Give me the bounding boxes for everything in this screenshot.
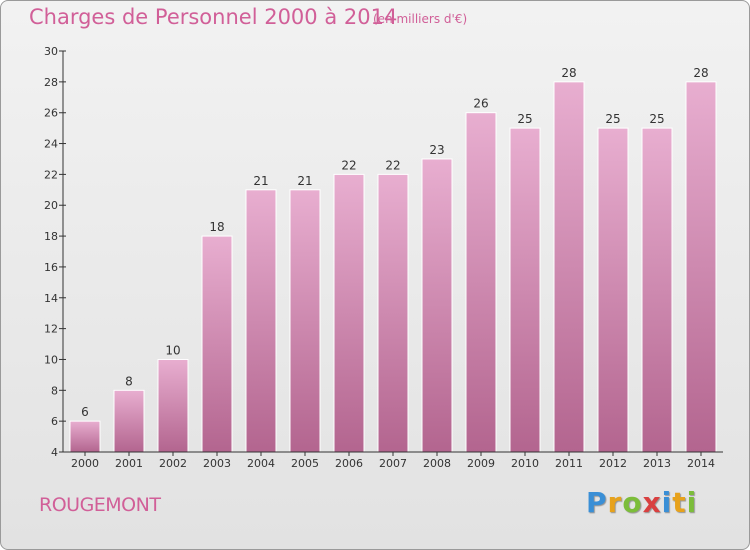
y-tick-label-6: 6 xyxy=(51,415,58,428)
logo-letter: i xyxy=(686,486,698,519)
x-tick-label-2005: 2005 xyxy=(291,457,319,470)
bar-2005 xyxy=(289,189,321,453)
chart-subtitle: (en milliers d'€) xyxy=(373,12,468,26)
logo-letter: x xyxy=(642,486,662,519)
y-tick-label-24: 24 xyxy=(44,138,58,151)
data-label-2011: 28 xyxy=(561,66,576,80)
data-label-2000: 6 xyxy=(81,405,89,419)
data-label-2007: 22 xyxy=(385,158,400,172)
bar-2012 xyxy=(597,127,629,453)
proxiti-logo: Proxiti xyxy=(586,486,697,519)
data-label-2013: 25 xyxy=(649,112,664,126)
data-label-2006: 22 xyxy=(341,158,356,172)
y-tick-label-22: 22 xyxy=(44,168,58,181)
data-label-2010: 25 xyxy=(517,112,532,126)
bar-2002 xyxy=(157,358,189,453)
x-tick-label-2007: 2007 xyxy=(379,457,407,470)
bar-2004 xyxy=(245,189,277,453)
x-tick-label-2011: 2011 xyxy=(555,457,583,470)
logo-letter: i xyxy=(661,486,673,519)
y-tick-label-14: 14 xyxy=(44,292,58,305)
bar-2001 xyxy=(113,389,145,453)
x-tick-label-2014: 2014 xyxy=(687,457,715,470)
data-label-2014: 28 xyxy=(693,66,708,80)
x-tick-label-2001: 2001 xyxy=(115,457,143,470)
x-tick-label-2009: 2009 xyxy=(467,457,495,470)
data-label-2002: 10 xyxy=(165,343,180,357)
y-tick-label-12: 12 xyxy=(44,323,58,336)
x-tick-label-2006: 2006 xyxy=(335,457,363,470)
x-tick-label-2003: 2003 xyxy=(203,457,231,470)
bar-2006 xyxy=(333,173,365,453)
bar-2007 xyxy=(377,173,409,453)
bar-2014 xyxy=(685,81,717,453)
x-tick-label-2002: 2002 xyxy=(159,457,187,470)
bar-2010 xyxy=(509,127,541,453)
y-tick-label-16: 16 xyxy=(44,261,58,274)
data-label-2004: 21 xyxy=(253,174,268,188)
x-tick-label-2004: 2004 xyxy=(247,457,275,470)
chart-title: Charges de Personnel 2000 à 2014 xyxy=(29,5,398,29)
axis-layer: 2000 2001 2002 2003 2004 2005 2006 2007 2008 2009… xyxy=(44,45,723,470)
y-tick-label-26: 26 xyxy=(44,107,58,120)
bar-2008 xyxy=(421,158,453,453)
data-label-2003: 18 xyxy=(209,220,224,234)
logo-letter: r xyxy=(607,486,623,519)
logo-letter: t xyxy=(672,486,687,519)
data-label-2012: 25 xyxy=(605,112,620,126)
y-tick-label-18: 18 xyxy=(44,230,58,243)
logo-letter: P xyxy=(586,486,608,519)
data-label-2001: 8 xyxy=(125,374,133,388)
y-tick-label-8: 8 xyxy=(51,384,58,397)
bar-2013 xyxy=(641,127,673,453)
commune-name: ROUGEMONT xyxy=(39,494,161,516)
x-tick-label-2013: 2013 xyxy=(643,457,671,470)
y-tick-label-4: 4 xyxy=(51,446,58,459)
y-tick-label-28: 28 xyxy=(44,76,58,89)
y-tick-label-30: 30 xyxy=(44,45,58,58)
y-tick-label-10: 10 xyxy=(44,353,58,366)
bar-2000 xyxy=(69,420,101,453)
y-tick-label-20: 20 xyxy=(44,199,58,212)
bars-layer: 6 8 10 18 21 21 22 22 23 26 25 28 25 25 28 xyxy=(69,66,717,453)
bar-2009 xyxy=(465,112,497,453)
data-label-2008: 23 xyxy=(429,143,444,157)
bar-2011 xyxy=(553,81,585,453)
x-tick-label-2008: 2008 xyxy=(423,457,451,470)
x-tick-label-2000: 2000 xyxy=(71,457,99,470)
bar-2003 xyxy=(201,235,233,453)
data-label-2005: 21 xyxy=(297,174,312,188)
x-tick-label-2012: 2012 xyxy=(599,457,627,470)
x-tick-label-2010: 2010 xyxy=(511,457,539,470)
logo-letter: o xyxy=(622,486,643,519)
data-label-2009: 26 xyxy=(473,97,488,111)
